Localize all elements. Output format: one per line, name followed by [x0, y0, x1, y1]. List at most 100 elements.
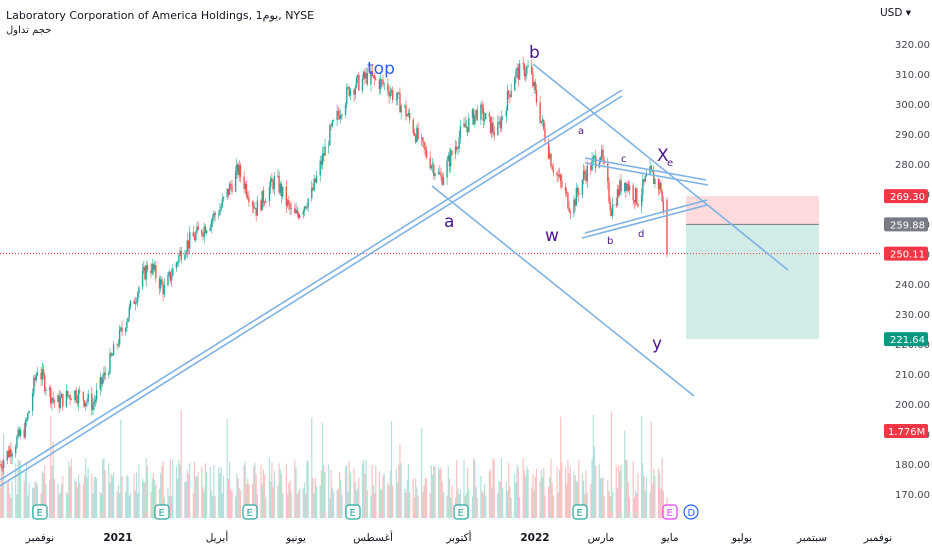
candle-body	[541, 119, 544, 122]
volume-bar	[365, 459, 367, 518]
trend-line	[0, 95, 623, 487]
y-tick-label: 300.00	[895, 100, 930, 111]
volume-bar	[158, 488, 161, 518]
volume-bar	[23, 481, 25, 518]
volume-bar	[564, 466, 567, 518]
volume-bar	[272, 487, 274, 518]
y-tick-label: 310.00	[895, 70, 930, 81]
candle-body	[509, 94, 511, 98]
candle-body	[161, 279, 163, 284]
stop-loss-zone	[686, 196, 819, 225]
volume-bar	[102, 459, 104, 518]
candle-body	[508, 90, 510, 95]
volume-bar	[415, 478, 417, 518]
candle-body	[163, 285, 166, 295]
volume-bar	[662, 490, 664, 518]
volume-bar	[450, 497, 452, 518]
candle-body	[332, 120, 335, 121]
candle-body	[601, 149, 603, 158]
earnings-marker	[242, 504, 258, 520]
earnings-label: E	[350, 508, 356, 519]
candle-body	[616, 189, 619, 206]
x-tick-label: سبتمبر	[796, 532, 827, 544]
candle-body	[561, 180, 563, 188]
candle-body	[128, 306, 130, 318]
volume-bar	[167, 487, 169, 518]
volume-bar	[509, 486, 511, 518]
candle-body	[19, 429, 22, 436]
x-tick-label: مارس	[588, 532, 615, 544]
candle-body	[60, 394, 63, 398]
volume-bar	[9, 493, 11, 518]
volume-bar	[227, 478, 229, 518]
candle-body	[302, 211, 304, 215]
candle-body	[640, 194, 643, 207]
candle-body	[76, 400, 79, 404]
candle-body	[517, 67, 520, 80]
candles	[0, 56, 668, 475]
candle-body	[303, 206, 306, 212]
candle-body	[298, 214, 301, 218]
candle-body	[358, 74, 360, 91]
candle-body	[564, 187, 567, 192]
candle-body	[465, 126, 468, 128]
volume-label: 1.776M	[888, 427, 925, 438]
volume-bar	[51, 465, 53, 518]
candle-body	[244, 183, 246, 189]
candle-body	[227, 188, 230, 195]
earnings-marker	[154, 504, 170, 520]
candle-body	[108, 373, 110, 376]
candle-body	[144, 266, 146, 280]
candle-body	[557, 174, 559, 177]
volume-bar	[396, 482, 399, 518]
candle-body	[1, 466, 4, 469]
volume-bar	[497, 492, 499, 518]
volume-bar	[447, 465, 449, 518]
trend-line	[584, 162, 709, 186]
wave-label: top	[367, 59, 395, 79]
volume-bar	[389, 471, 391, 518]
candle-body	[390, 90, 393, 93]
candle-body	[602, 149, 604, 161]
volume-bar	[446, 495, 448, 518]
candle-body	[584, 171, 586, 175]
volume-bar	[11, 480, 13, 518]
candle-body	[305, 206, 307, 208]
candle-body	[313, 178, 315, 190]
earnings-label: E	[247, 508, 253, 519]
volume-bar	[28, 483, 30, 518]
chevron-down-icon: ▾	[905, 7, 912, 19]
currency-selector[interactable]: USD ▾	[880, 7, 911, 19]
volume-bar	[146, 465, 149, 518]
candle-body	[556, 172, 558, 175]
candle-body	[441, 176, 443, 185]
volume-bar	[285, 463, 287, 518]
candle-body	[543, 119, 545, 129]
volume-bar	[10, 497, 12, 518]
candle-body	[290, 208, 292, 210]
volume-bar	[16, 494, 18, 518]
volume-bar	[175, 466, 178, 518]
candle-body	[153, 265, 156, 270]
volume-bar	[409, 491, 411, 518]
candle-body	[269, 178, 272, 188]
candle-body	[371, 70, 373, 77]
volume-bar	[353, 467, 355, 518]
volume-bar	[96, 478, 98, 518]
candle-body	[582, 171, 585, 180]
candle-body	[146, 264, 149, 271]
volume-bar	[99, 492, 101, 518]
candle-body	[567, 192, 569, 209]
volume-bar	[277, 485, 279, 518]
candle-body	[228, 184, 231, 195]
candle-body	[666, 200, 668, 254]
volume-bar	[305, 493, 307, 518]
volume-bar	[262, 469, 265, 518]
candle-body	[221, 198, 224, 207]
candle-body	[550, 153, 552, 167]
candle-body	[595, 156, 597, 168]
volume-bar	[255, 474, 257, 518]
volume-bar	[332, 491, 335, 518]
candle-body	[201, 230, 203, 235]
